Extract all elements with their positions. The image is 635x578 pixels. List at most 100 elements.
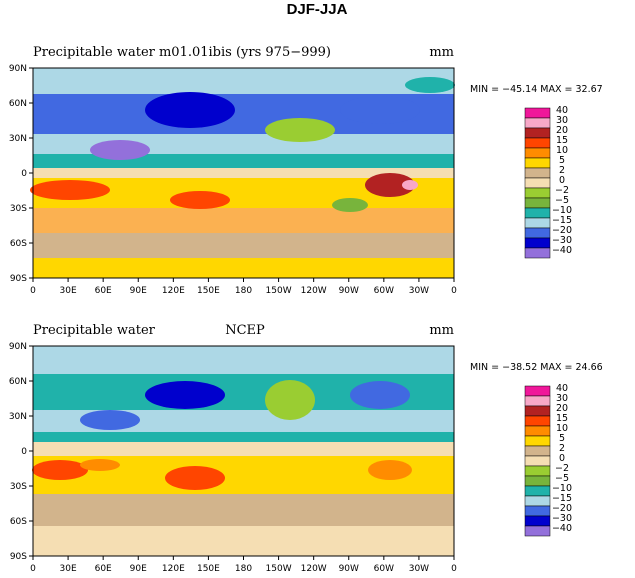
colorbar-swatch xyxy=(524,207,551,219)
figure-title: DJF-JJA xyxy=(287,1,348,18)
panel-2-y-axis: 90N 60N 30N 0 30S 60S 90S xyxy=(9,342,33,562)
colorbar-swatch xyxy=(524,107,551,119)
colorbar-label: 40 xyxy=(556,105,568,116)
x-tick-label: 0 xyxy=(30,286,36,296)
colorbar-label: −40 xyxy=(552,523,572,534)
colorbar-swatch xyxy=(524,247,551,259)
colorbar-swatch xyxy=(524,395,551,407)
colorbar-label: −20 xyxy=(552,225,572,236)
colorbar-label: 2 xyxy=(559,165,565,176)
colorbar-swatch xyxy=(524,425,551,437)
panel-1-units: mm xyxy=(429,45,454,60)
colorbar-label: −10 xyxy=(552,205,572,216)
colorbar-label: −5 xyxy=(555,195,569,206)
x-tick-label: 60E xyxy=(95,286,112,296)
colorbar-swatch xyxy=(524,217,551,229)
y-tick-label: 30N xyxy=(9,134,27,144)
x-tick-label: 90E xyxy=(130,286,147,296)
panel-2-center-title: NCEP xyxy=(225,323,265,338)
panel-1-center-title: m01.01ibis (yrs 975−999) xyxy=(159,45,331,60)
colorbar-label: 2 xyxy=(559,443,565,454)
colorbar-label: 20 xyxy=(556,403,568,414)
y-tick-label: 90S xyxy=(10,552,27,562)
colorbar-label: 10 xyxy=(556,145,568,156)
colorbar-label: −2 xyxy=(555,185,569,196)
y-tick-label: 60S xyxy=(10,239,27,249)
y-tick-label: 30S xyxy=(10,482,27,492)
y-tick-label: 30S xyxy=(10,204,27,214)
x-tick-label: 150W xyxy=(266,564,292,574)
y-tick-label: 0 xyxy=(21,447,27,457)
x-tick-label: 0 xyxy=(30,564,36,574)
y-tick-label: 90S xyxy=(10,274,27,284)
y-tick-label: 60S xyxy=(10,517,27,527)
panel-1-map xyxy=(30,68,455,278)
panel-1: Precipitable water m01.01ibis (yrs 975−9… xyxy=(9,45,603,296)
panel-2: Precipitable water NCEP mm MIN = −38.52 … xyxy=(9,323,603,574)
x-tick-label: 30E xyxy=(60,564,77,574)
x-tick-label: 120E xyxy=(162,286,185,296)
panel-1-x-axis: 0 30E 60E 90E 120E 150E 180 150W 120W 90W 60W 30W 0 xyxy=(30,278,457,296)
y-tick-label: 90N xyxy=(9,64,27,74)
colorbar-label: 30 xyxy=(556,393,568,404)
x-tick-label: 90E xyxy=(130,564,147,574)
colorbar-label: −30 xyxy=(552,235,572,246)
colorbar-swatch xyxy=(524,515,551,527)
colorbar-swatch xyxy=(524,157,551,169)
colorbar-swatch xyxy=(524,187,551,199)
colorbar-label: −2 xyxy=(555,463,569,474)
x-tick-label: 150E xyxy=(197,564,220,574)
colorbar-swatch xyxy=(524,455,551,467)
colorbar-swatch xyxy=(524,415,551,427)
y-tick-label: 0 xyxy=(21,169,27,179)
colorbar-label: 20 xyxy=(556,125,568,136)
colorbar-label: −10 xyxy=(552,483,572,494)
colorbar-label: −20 xyxy=(552,503,572,514)
x-tick-label: 180 xyxy=(235,286,252,296)
x-tick-label: 120E xyxy=(162,564,185,574)
colorbar-swatch xyxy=(524,167,551,179)
colorbar-label: −5 xyxy=(555,473,569,484)
colorbar-label: 5 xyxy=(559,433,565,444)
colorbar-swatch xyxy=(524,435,551,447)
colorbar-swatch xyxy=(524,405,551,417)
colorbar-label: 5 xyxy=(559,155,565,166)
x-tick-label: 60W xyxy=(374,564,394,574)
colorbar-label: 15 xyxy=(556,413,568,424)
colorbar-swatch xyxy=(524,445,551,457)
panel-1-stats: MIN = −45.14 MAX = 32.67 xyxy=(470,84,603,95)
panel-2-stats: MIN = −38.52 MAX = 24.66 xyxy=(470,362,603,373)
x-tick-label: 30W xyxy=(409,286,429,296)
colorbar-swatch xyxy=(524,227,551,239)
colorbar-swatch xyxy=(524,485,551,497)
x-tick-label: 150W xyxy=(266,286,292,296)
x-tick-label: 30W xyxy=(409,564,429,574)
y-tick-label: 30N xyxy=(9,412,27,422)
panel-2-x-axis: 0 30E 60E 90E 120E 150E 180 150W 120W 90W 60W 30W 0 xyxy=(30,556,457,574)
y-tick-label: 60N xyxy=(9,377,27,387)
colorbar-label: 10 xyxy=(556,423,568,434)
colorbar-swatch xyxy=(524,525,551,537)
colorbar-label: 30 xyxy=(556,115,568,126)
x-tick-label: 60W xyxy=(374,286,394,296)
colorbar-swatch xyxy=(524,177,551,189)
colorbar-label: 0 xyxy=(559,175,565,186)
x-tick-label: 60E xyxy=(95,564,112,574)
x-tick-label: 180 xyxy=(235,564,252,574)
panel-2-units: mm xyxy=(429,323,454,338)
colorbar-label: −15 xyxy=(552,215,572,226)
colorbar-swatch xyxy=(524,465,551,477)
colorbar-label: 15 xyxy=(556,135,568,146)
colorbar-swatch xyxy=(524,147,551,159)
x-tick-label: 0 xyxy=(451,286,457,296)
panel-2-map xyxy=(32,346,454,556)
colorbar-label: −40 xyxy=(552,245,572,256)
x-tick-label: 30E xyxy=(60,286,77,296)
x-tick-label: 0 xyxy=(451,564,457,574)
colorbar-swatch xyxy=(524,137,551,149)
colorbar-swatch xyxy=(524,117,551,129)
x-tick-label: 120W xyxy=(301,286,327,296)
